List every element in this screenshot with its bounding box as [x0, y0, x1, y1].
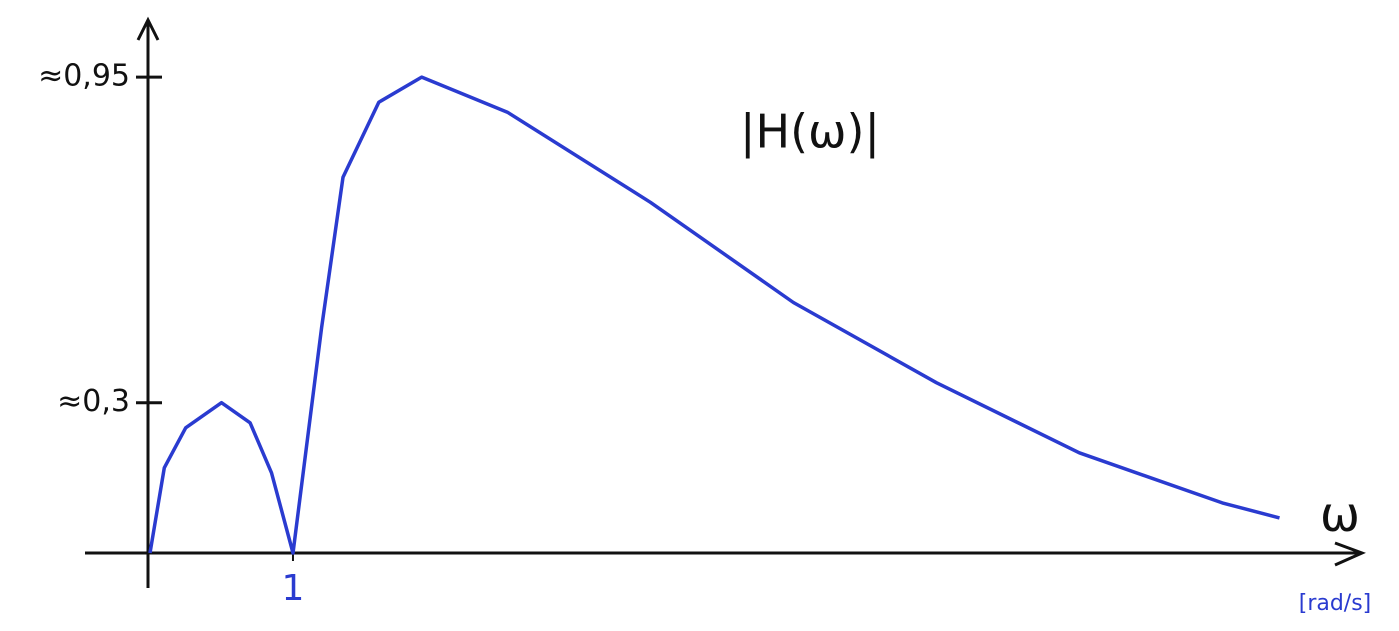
x-tick-label: 1 [282, 568, 305, 609]
chart: |H(ω)| ω [rad/s] ≈0,3 ≈0,95 1 [0, 0, 1399, 631]
y-tick-label: ≈0,95 [38, 59, 130, 94]
curve [150, 77, 1280, 553]
page: |H(ω)| ω [rad/s] ≈0,3≈0,951 (() => { con… [0, 0, 1399, 631]
x-axis-label: ω [1320, 487, 1360, 543]
chart-title: |H(ω)| [740, 105, 880, 160]
y-tick-label: ≈0,3 [57, 384, 130, 419]
x-axis-unit: [rad/s] [1299, 591, 1372, 616]
